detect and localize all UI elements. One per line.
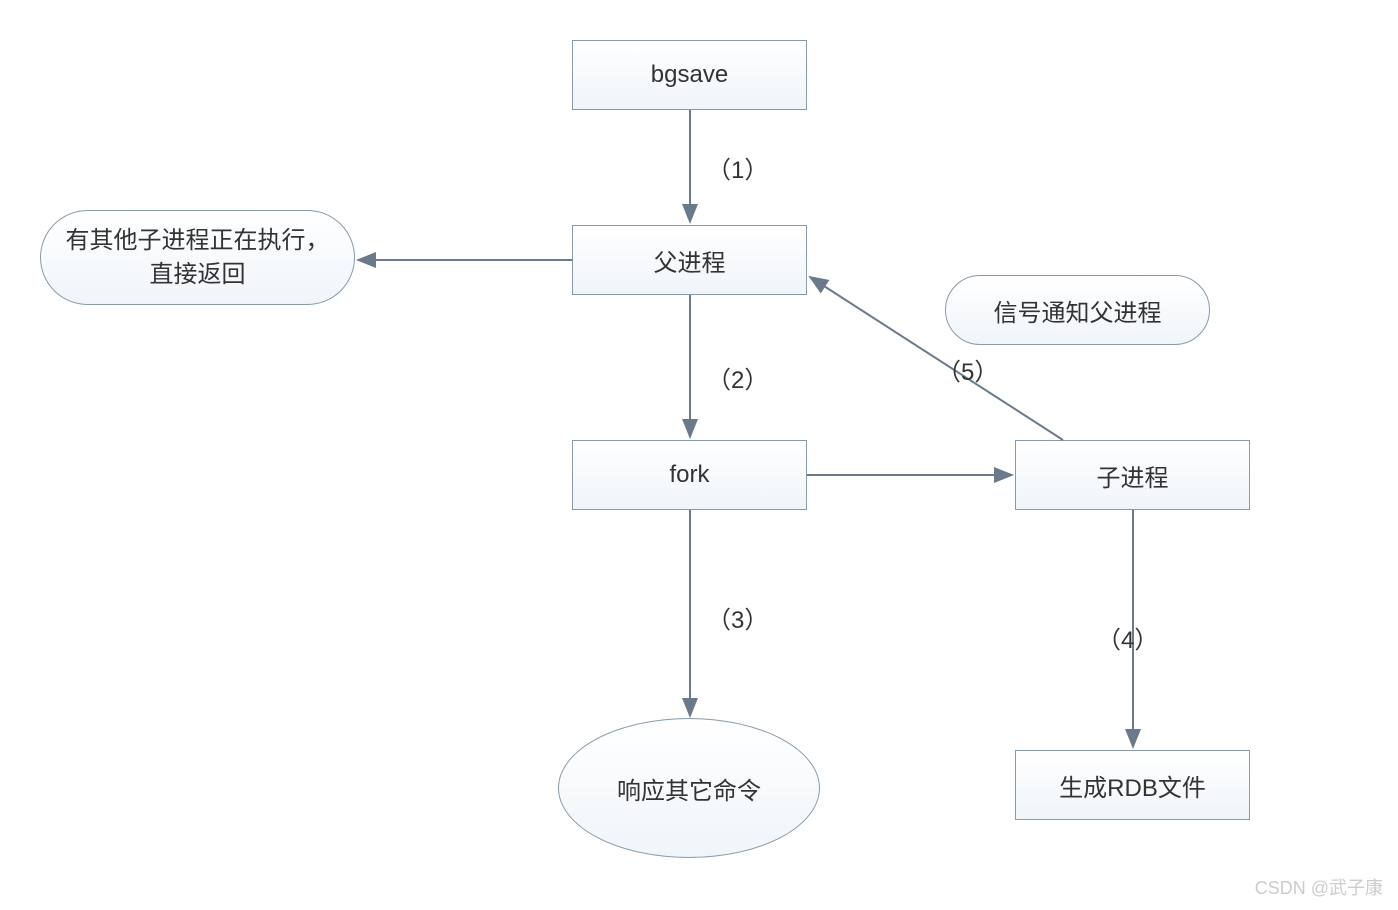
node-label: bgsave <box>651 61 728 89</box>
node-bgsave: bgsave <box>572 40 807 110</box>
node-label: 有其他子进程正在执行，直接返回 <box>61 224 334 291</box>
edge-label-1: （1） <box>707 150 768 185</box>
edge-label-2: （2） <box>707 360 768 395</box>
edge-label-4: （4） <box>1097 620 1158 655</box>
node-label: 信号通知父进程 <box>994 293 1162 328</box>
node-label: fork <box>669 461 709 489</box>
node-other-child: 有其他子进程正在执行，直接返回 <box>40 210 355 305</box>
node-rdb: 生成RDB文件 <box>1015 750 1250 820</box>
node-fork: fork <box>572 440 807 510</box>
node-child: 子进程 <box>1015 440 1250 510</box>
edge-label-3: （3） <box>707 600 768 635</box>
node-label: 生成RDB文件 <box>1059 768 1206 803</box>
edge-label-5: （5） <box>937 352 998 387</box>
node-parent: 父进程 <box>572 225 807 295</box>
node-label: 父进程 <box>654 243 726 278</box>
node-signal: 信号通知父进程 <box>945 275 1210 345</box>
watermark: CSDN @武子康 <box>1255 874 1383 900</box>
node-label: 响应其它命令 <box>617 771 761 806</box>
node-respond: 响应其它命令 <box>558 718 820 858</box>
node-label: 子进程 <box>1097 458 1169 493</box>
